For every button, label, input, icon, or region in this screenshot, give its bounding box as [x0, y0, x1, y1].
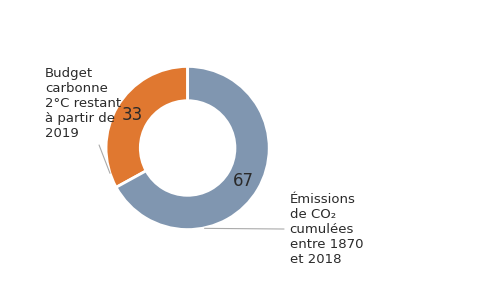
Text: 33: 33 — [121, 106, 142, 124]
Text: 67: 67 — [232, 172, 253, 190]
Text: Émissions
de CO₂
cumulées
entre 1870
et 2018: Émissions de CO₂ cumulées entre 1870 et … — [204, 193, 362, 266]
Wedge shape — [106, 66, 187, 187]
Wedge shape — [116, 66, 269, 230]
Text: Budget
carbonne
2°C restant
à partir de
2019: Budget carbonne 2°C restant à partir de … — [45, 67, 121, 173]
